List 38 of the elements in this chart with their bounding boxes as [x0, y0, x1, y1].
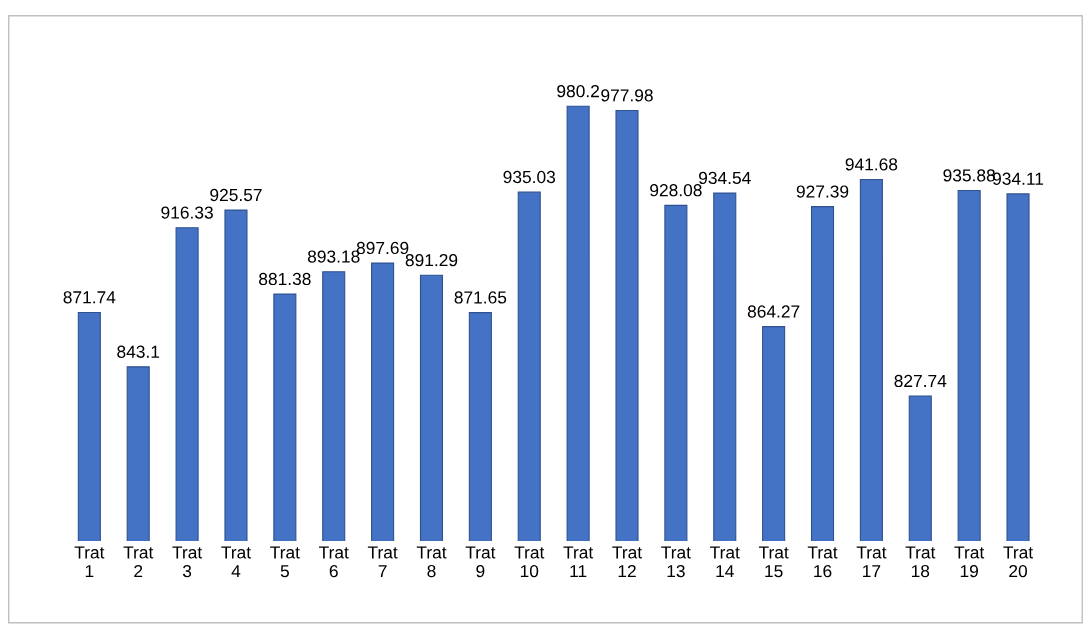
- data-label: 927.39: [796, 185, 849, 198]
- x-tick-label: Trat 17: [856, 546, 887, 578]
- data-label: 928.08: [650, 184, 702, 197]
- x-tick-label: Trat 7: [367, 546, 398, 578]
- data-label: 864.27: [747, 305, 800, 318]
- x-tick-label: Trat 1: [74, 546, 105, 578]
- x-tick-label: Trat 20: [1003, 546, 1034, 578]
- x-tick-label: Trat 18: [905, 546, 936, 578]
- data-label: 871.65: [454, 291, 507, 304]
- data-label: 871.74: [63, 291, 116, 304]
- data-label: 934.54: [699, 171, 751, 185]
- x-tick-label: Trat 6: [319, 546, 349, 578]
- data-label: 916.33: [161, 206, 213, 219]
- data-label: 941.68: [845, 158, 898, 171]
- x-tick-label: Trat 11: [563, 546, 594, 578]
- data-label: 891.29: [405, 253, 458, 267]
- data-label: 881.38: [259, 272, 311, 286]
- x-tick-label: Trat 14: [710, 546, 740, 578]
- x-tick-label: Trat 3: [172, 546, 203, 578]
- x-tick-label: Trat 16: [807, 546, 838, 578]
- data-label: 980.2: [557, 85, 599, 98]
- data-label: 925.57: [210, 188, 262, 202]
- x-tick-label: Trat 12: [612, 546, 642, 578]
- data-label: 935.88: [943, 169, 995, 182]
- x-tick-label: Trat 2: [123, 546, 154, 578]
- x-tick-label: Trat 9: [465, 546, 496, 578]
- data-label: 843.1: [117, 345, 160, 358]
- data-label: 934.11: [992, 172, 1044, 185]
- data-label: 935.03: [503, 170, 556, 184]
- x-tick-label: Trat 19: [954, 546, 985, 578]
- x-tick-label: Trat 13: [661, 546, 691, 578]
- data-label: 827.74: [894, 374, 947, 388]
- x-tick-label: Trat 5: [270, 546, 300, 578]
- x-tick-label: Trat 4: [221, 546, 251, 578]
- x-tick-label: Trat 15: [758, 546, 789, 578]
- x-tick-label: Trat 8: [416, 546, 447, 578]
- x-tick-label: Trat 10: [514, 546, 545, 578]
- data-label: 977.98: [601, 89, 653, 102]
